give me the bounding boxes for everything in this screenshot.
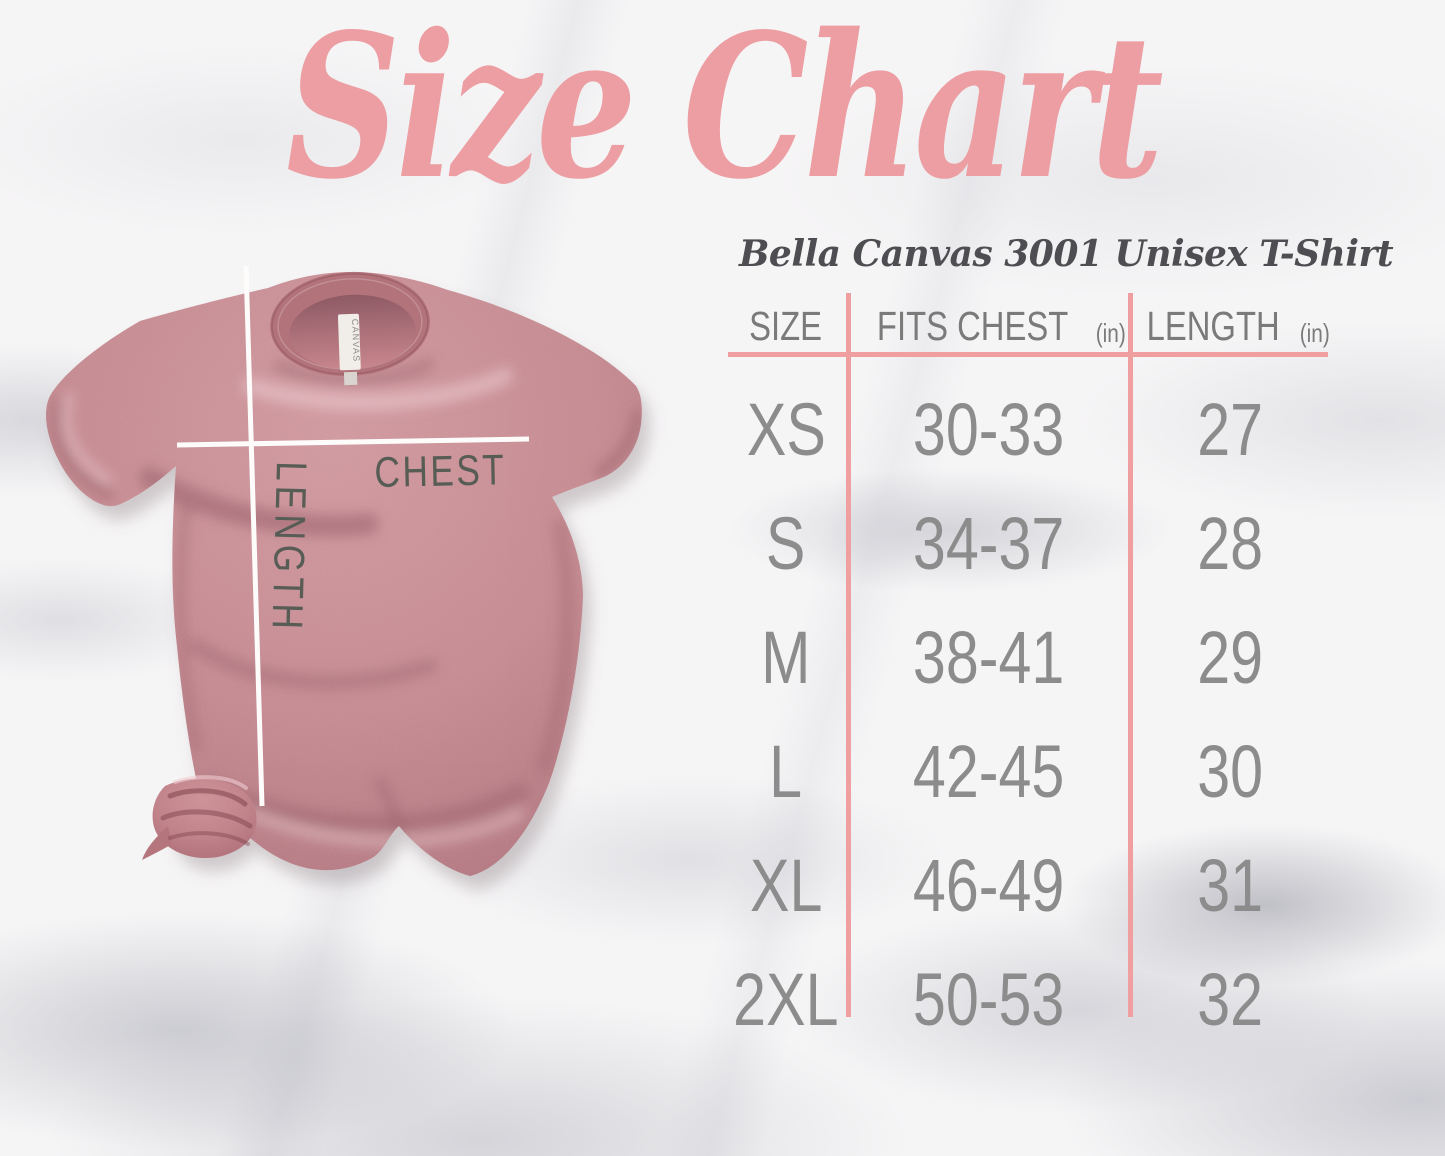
column-divider-2 (1128, 293, 1133, 1017)
length-cell: 32 (1197, 958, 1263, 1041)
tshirt-photo: CANVAS (46, 265, 650, 890)
chest-measure-line (176, 436, 530, 448)
table-row: XS 30-33 27 (724, 373, 1330, 487)
size-table-rows: XS 30-33 27 S 34-37 28 M 38-41 29 L 42-4… (724, 373, 1330, 1057)
size-cell: 2XL (733, 958, 839, 1041)
size-cell: XL (749, 844, 823, 927)
column-divider-1 (846, 293, 851, 1017)
chest-measure-label: CHEST (373, 446, 507, 497)
table-row: XL 46-49 31 (724, 829, 1330, 943)
product-subtitle: Bella Canvas 3001 Unisex T-Shirt (739, 233, 1394, 275)
chest-range-cell: 38-41 (913, 616, 1065, 699)
chest-range-cell: 50-53 (913, 958, 1065, 1041)
hem-knot (142, 775, 257, 860)
size-cell: L (769, 730, 803, 813)
column-header-length-label: LENGTH (1146, 303, 1280, 349)
column-header-chest-label: FITS CHEST (876, 303, 1068, 349)
chest-range-cell: 42-45 (913, 730, 1065, 813)
column-header-size: SIZE (724, 297, 848, 347)
table-row: S 34-37 28 (724, 487, 1330, 601)
length-measure-label: LENGTH (262, 460, 315, 635)
chest-range-cell: 30-33 (913, 388, 1065, 471)
size-cell: S (766, 502, 806, 585)
table-row: L 42-45 30 (724, 715, 1330, 829)
table-row: 2XL 50-53 32 (724, 943, 1330, 1057)
neck-tag-text: CANVAS (350, 319, 362, 363)
column-header-length: LENGTH (in) (1134, 297, 1330, 347)
header-underline (728, 352, 1328, 357)
neck-tag: CANVAS (337, 313, 362, 386)
column-header-size-label: SIZE (749, 303, 823, 349)
chest-range-cell: 34-37 (913, 502, 1065, 585)
length-cell: 29 (1197, 616, 1263, 699)
page-title: Size Chart (286, 0, 1164, 223)
size-cell: XS (746, 388, 826, 471)
column-header-length-unit: (in) (1300, 318, 1331, 348)
length-cell: 27 (1197, 388, 1263, 471)
chest-range-cell: 46-49 (913, 844, 1065, 927)
length-cell: 31 (1197, 844, 1263, 927)
length-cell: 28 (1197, 502, 1263, 585)
column-header-chest: FITS CHEST (in) (852, 297, 1130, 347)
length-measure-line (243, 265, 265, 807)
column-header-chest-unit: (in) (1095, 318, 1126, 348)
length-cell: 30 (1197, 730, 1263, 813)
size-cell: M (761, 616, 811, 699)
table-row: M 38-41 29 (724, 601, 1330, 715)
